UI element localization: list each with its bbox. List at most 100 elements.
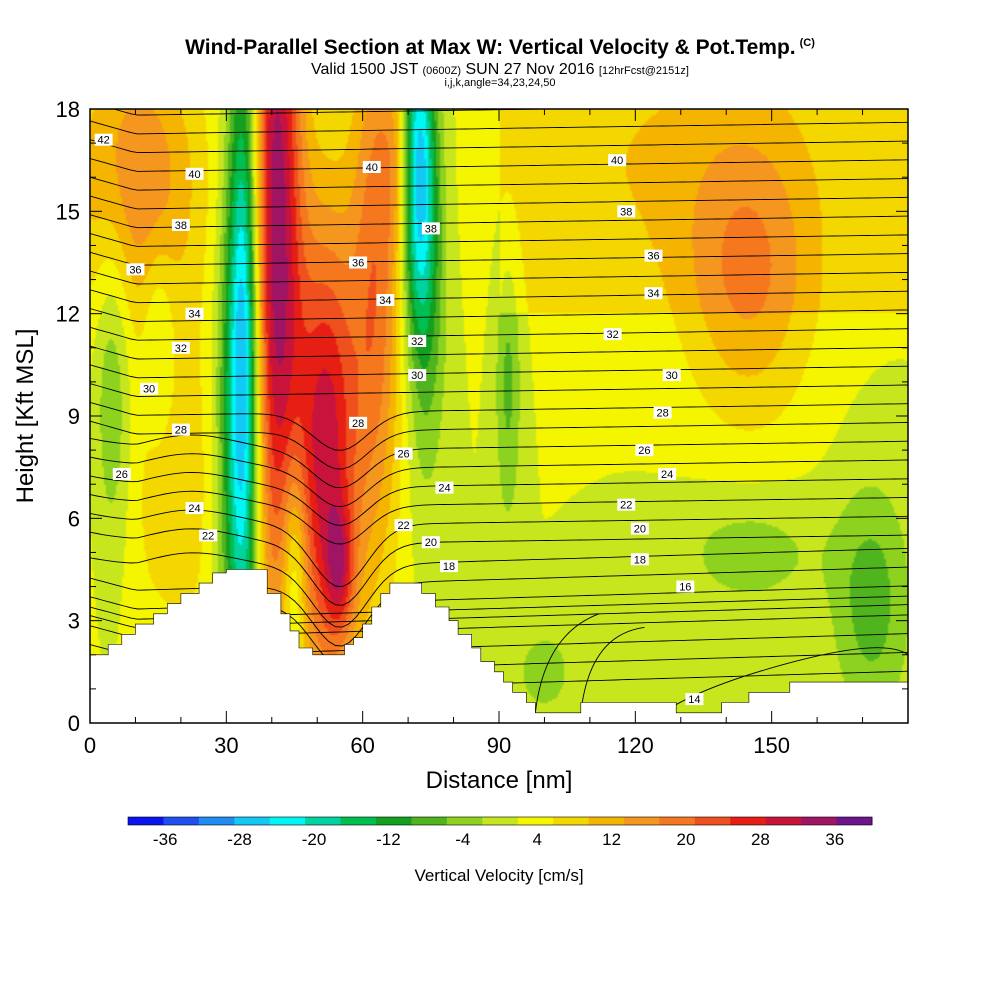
contour-label-box — [644, 287, 663, 300]
colorbar-swatch — [517, 817, 554, 825]
contour-label-text: 34 — [647, 288, 659, 300]
theta-contour-line — [90, 528, 908, 606]
contour-label-text: 32 — [175, 343, 187, 355]
theta-contour-label: 32 — [603, 328, 622, 341]
contour-label-text: 18 — [634, 554, 646, 566]
theta-contour-label: 38 — [421, 222, 440, 235]
theta-contour-line — [90, 509, 908, 588]
theta-contour-label: 34 — [376, 294, 395, 307]
theta-contour-label: 24 — [658, 467, 677, 481]
contour-label-box — [421, 222, 440, 235]
theta-contour-label: 22 — [199, 529, 218, 542]
contour-label-text: 22 — [397, 520, 409, 532]
theta-contour-label: 40 — [362, 160, 381, 174]
contour-label-box — [617, 205, 636, 218]
contour-label-box — [199, 529, 218, 542]
subtitle-valid: Valid 1500 JST — [311, 61, 419, 78]
contour-label-box — [408, 369, 427, 382]
y-tick-label: 3 — [68, 609, 80, 634]
theta-contour-label: 30 — [408, 369, 427, 382]
theta-contour-line — [90, 490, 908, 545]
y-axis-label: Height [Kft MSL] — [12, 329, 39, 504]
theta-contour-line — [90, 308, 908, 322]
contour-label-text: 18 — [443, 561, 455, 573]
theta-contour-label: 28 — [653, 406, 672, 420]
theta-contour-line — [90, 453, 908, 507]
x-axis-label: Distance [nm] — [426, 767, 573, 794]
colorbar-tick-label: -28 — [227, 830, 252, 849]
theta-contour-line — [90, 547, 908, 628]
colorbar-swatch — [801, 817, 838, 825]
contour-label-box — [349, 416, 368, 429]
contour-label-box — [394, 447, 413, 460]
contour-label-text: 32 — [606, 329, 618, 341]
theta-contour-label: 40 — [608, 154, 627, 167]
theta-contour-line — [90, 420, 908, 470]
theta-contour-label: 40 — [185, 167, 204, 181]
contour-label-text: 24 — [188, 503, 200, 515]
colorbar-swatch — [234, 817, 271, 825]
contour-label-text: 40 — [611, 155, 623, 167]
theta-contour-label: 36 — [349, 256, 368, 270]
colorbar-swatch — [269, 817, 306, 825]
contour-label-box — [435, 481, 454, 494]
theta-contour-line — [90, 158, 908, 172]
y-tick-label: 9 — [68, 404, 80, 429]
theta-contour-label: 16 — [676, 580, 695, 594]
colorbar-frame — [127, 816, 873, 826]
colorbar-tick-label: 20 — [677, 830, 696, 849]
colorbar-tick-label: 4 — [532, 830, 541, 849]
contour-label-box — [376, 294, 395, 307]
theta-contour-label: 26 — [394, 447, 413, 461]
theta-contour-label: 26 — [635, 444, 654, 457]
contour-label-box — [635, 444, 654, 457]
contour-label-text: 40 — [188, 169, 200, 181]
contour-label-box — [185, 502, 204, 515]
contour-label-text: 32 — [411, 336, 423, 348]
theta-contour-line — [90, 434, 908, 489]
contour-label-text: 28 — [175, 425, 187, 437]
contour-label-text: 24 — [661, 469, 673, 481]
theta-contour-line — [90, 383, 908, 397]
x-tick-label: 90 — [487, 733, 511, 758]
contour-label-box — [617, 498, 636, 511]
contour-label-text: 30 — [411, 370, 423, 382]
chart-title: Wind-Parallel Section at Max W: Vertical… — [0, 36, 1000, 60]
contour-label-text: 20 — [425, 537, 437, 549]
colorbar-tick-label: -4 — [455, 830, 470, 849]
colorbar-swatch — [694, 817, 731, 825]
theta-contour-label: 20 — [421, 536, 440, 549]
contour-label-box — [394, 519, 413, 532]
contour-label-box — [349, 256, 368, 269]
contour-label-text: 14 — [688, 694, 700, 706]
contour-label-box — [94, 133, 113, 146]
colorbar-swatch — [128, 817, 164, 825]
contour-label-text: 22 — [202, 530, 214, 542]
contour-label-box — [421, 536, 440, 549]
colorbar-swatch — [376, 817, 412, 825]
contour-label-text: 34 — [379, 295, 391, 307]
colorbar-swatch — [198, 817, 235, 825]
colorbar-swatch — [659, 817, 696, 825]
subtitle-date: SUN 27 Nov 2016 — [465, 61, 595, 78]
contour-label-box — [644, 249, 663, 262]
contour-label-text: 26 — [397, 449, 409, 461]
x-tick-label: 30 — [214, 733, 238, 758]
contour-label-text: 30 — [143, 384, 155, 396]
contour-label-box — [171, 218, 190, 231]
colorbar-swatch — [730, 817, 767, 825]
colorbar-swatch — [163, 817, 200, 825]
theta-contour-line — [90, 120, 908, 135]
contour-label-box — [171, 423, 190, 436]
contour-label-box — [658, 467, 677, 480]
title-text: Wind-Parallel Section at Max W: Vertical… — [185, 36, 796, 59]
colorbar-title: Vertical Velocity [cm/s] — [414, 866, 583, 885]
theta-contour-line — [580, 627, 645, 713]
x-tick-label: 60 — [350, 733, 374, 758]
theta-contour-label: 14 — [685, 693, 704, 706]
contour-label-box — [126, 263, 145, 276]
contour-label-box — [676, 580, 695, 593]
contour-label-text: 36 — [647, 251, 659, 263]
theta-contour-label: 38 — [617, 205, 636, 218]
